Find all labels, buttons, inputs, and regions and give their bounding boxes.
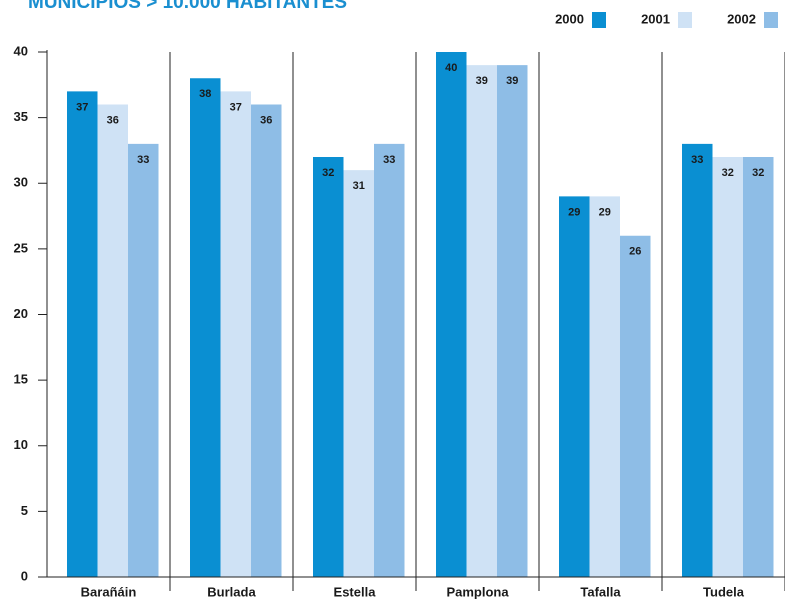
value-label: 39 <box>506 75 518 87</box>
y-tick-label: 20 <box>14 306 28 321</box>
bar <box>559 196 590 577</box>
value-label: 38 <box>199 88 211 100</box>
legend-label: 2002 <box>727 11 756 26</box>
value-label: 33 <box>137 154 149 166</box>
value-label: 26 <box>629 246 641 258</box>
x-tick-label: Tudela <box>703 584 745 599</box>
y-tick-label: 35 <box>14 109 28 124</box>
y-tick-label: 15 <box>14 372 28 387</box>
value-label: 39 <box>476 75 488 87</box>
y-tick-label: 10 <box>14 437 28 452</box>
bar <box>343 170 374 577</box>
y-tick-label: 0 <box>21 568 28 583</box>
bar <box>497 65 528 577</box>
legend-swatch <box>592 12 606 28</box>
bar <box>220 91 251 577</box>
value-label: 33 <box>383 154 395 166</box>
value-label: 29 <box>599 206 611 218</box>
legend-swatch <box>764 12 778 28</box>
value-label: 36 <box>260 114 272 126</box>
value-label: 32 <box>752 167 764 179</box>
bar <box>620 235 651 577</box>
value-label: 32 <box>722 167 734 179</box>
bar <box>743 157 774 577</box>
bar <box>67 91 98 577</box>
chart-title: MUNICIPIOS > 10.000 HABITANTES <box>28 0 347 13</box>
y-tick-label: 40 <box>14 43 28 58</box>
bar <box>251 104 282 577</box>
bar <box>466 65 497 577</box>
value-label: 31 <box>353 180 365 192</box>
value-label: 37 <box>76 101 88 113</box>
y-tick-label: 30 <box>14 175 28 190</box>
value-label: 32 <box>322 167 334 179</box>
value-label: 29 <box>568 206 580 218</box>
bar <box>97 104 128 577</box>
x-tick-label: Pamplona <box>446 584 509 599</box>
bar <box>712 157 743 577</box>
bar <box>190 78 221 577</box>
value-label: 37 <box>230 101 242 113</box>
x-tick-label: Burlada <box>207 584 256 599</box>
bar <box>128 143 159 577</box>
bar <box>589 196 620 577</box>
x-tick-label: Tafalla <box>580 584 621 599</box>
bar <box>313 157 344 577</box>
legend-swatch <box>678 12 692 28</box>
value-label: 33 <box>691 154 703 166</box>
y-tick-label: 25 <box>14 240 28 255</box>
value-label: 36 <box>107 114 119 126</box>
bar <box>374 143 405 577</box>
x-tick-label: Barañáin <box>81 584 137 599</box>
x-tick-label: Estella <box>334 584 377 599</box>
y-tick-label: 5 <box>21 503 28 518</box>
bar <box>682 143 713 577</box>
legend-label: 2000 <box>555 11 584 26</box>
legend-label: 2001 <box>641 11 670 26</box>
bar <box>436 52 467 577</box>
value-label: 40 <box>445 62 457 74</box>
